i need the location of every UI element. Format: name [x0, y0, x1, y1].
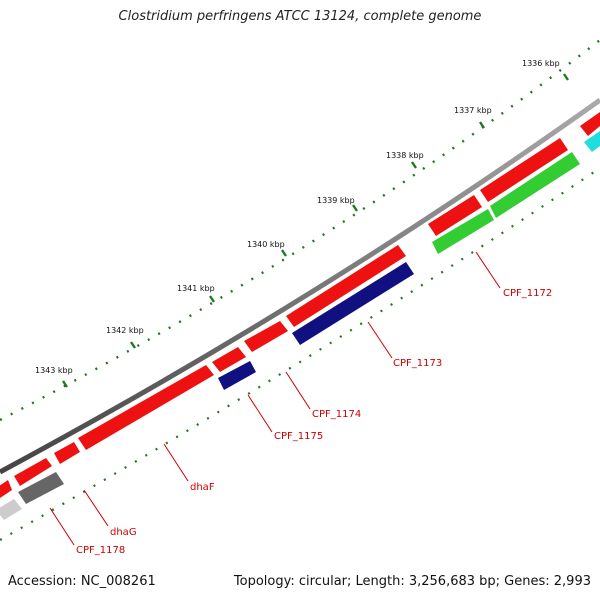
inner-scale-track — [0, 167, 600, 541]
scale-tick — [352, 204, 358, 212]
gene-cds-forward — [480, 138, 568, 202]
gene-cds-forward — [286, 245, 406, 327]
gene-cds-forward — [428, 195, 482, 236]
gene-label-CPF_1174: CPF_1174 — [312, 409, 361, 420]
gene-cds-CPF-1175 — [218, 361, 256, 390]
scale-label: 1339 kbp — [317, 196, 355, 205]
gene-cds-dhaF — [78, 365, 214, 450]
gene-label-CPF_1178: CPF_1178 — [76, 545, 125, 556]
leader-dhaF — [163, 443, 189, 482]
leader-dhaG — [83, 489, 109, 527]
gene-label-CPF_1175: CPF_1175 — [274, 431, 323, 442]
gene-cds-forward — [244, 321, 288, 352]
gene-cds-cyan — [584, 131, 600, 152]
leader-CPF_1173 — [367, 321, 393, 359]
gene-label-CPF_1172: CPF_1172 — [503, 288, 552, 299]
gene-cds-forward — [0, 480, 12, 498]
gene-cds-CPF-1173 — [292, 262, 414, 345]
gene-cds-CPF-1172 — [432, 209, 494, 254]
gene-cds-forward — [212, 347, 246, 372]
scale-label: 1336 kbp — [522, 59, 560, 68]
scale-label: 1340 kbp — [247, 240, 285, 249]
scale-tick — [209, 295, 215, 303]
scale-label: 1341 kbp — [177, 284, 215, 293]
gene-cds-forward — [14, 458, 52, 486]
scale-tick — [479, 121, 485, 129]
label-leaders — [49, 251, 501, 546]
page-title: Clostridium perfringens ATCC 13124, comp… — [118, 9, 482, 24]
accession-text: Accession: NC_008261 — [8, 574, 156, 589]
gene-cds-forward — [54, 442, 80, 464]
scale-tick — [411, 161, 417, 169]
scale-tick — [130, 341, 136, 349]
scale-label: 1337 kbp — [454, 106, 492, 115]
scale-tick — [563, 73, 569, 81]
scale-label: 1338 kbp — [386, 151, 424, 160]
gene-label-dhaF: dhaF — [190, 482, 215, 493]
scale-track — [0, 39, 600, 422]
genome-backbone — [0, 97, 600, 475]
gene-cds-forward — [580, 112, 600, 136]
reverse-strand-genes — [0, 131, 600, 520]
scale-label: 1343 kbp — [35, 366, 73, 375]
leader-CPF_1172 — [475, 251, 501, 289]
leader-CPF_1175 — [247, 394, 273, 433]
gene-label-CPF_1173: CPF_1173 — [393, 358, 442, 369]
leader-CPF_1174 — [285, 371, 311, 410]
scale-label: 1342 kbp — [106, 326, 144, 335]
gene-cds-CPF-1172b — [490, 152, 580, 218]
forward-strand-genes — [0, 112, 600, 498]
gene-label-dhaG: dhaG — [110, 527, 137, 538]
gene-cds-CPF-1178 — [18, 472, 64, 504]
scale-tick — [62, 380, 68, 388]
gene-cds-light-gray — [0, 499, 22, 520]
scale-tick — [281, 249, 287, 257]
leader-CPF_1178 — [49, 507, 75, 546]
genome-summary-text: Topology: circular; Length: 3,256,683 bp… — [233, 574, 591, 589]
scale-ticks — [62, 73, 569, 388]
